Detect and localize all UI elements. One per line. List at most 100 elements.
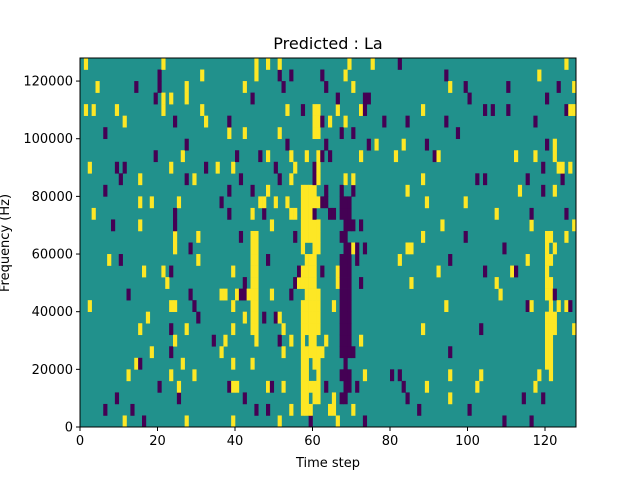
heatmap-cell-high <box>331 403 337 416</box>
heatmap-cell-low <box>227 115 232 128</box>
heatmap-cell-low <box>339 311 344 324</box>
heatmap-cell-high <box>173 334 178 347</box>
heatmap-cell-low <box>405 392 410 405</box>
heatmap-cell-low <box>343 323 348 336</box>
heatmap-cell-high <box>397 254 402 266</box>
heatmap-cell-high <box>165 277 170 289</box>
heatmap-cell-high <box>149 346 154 359</box>
heatmap-cell-high <box>308 300 313 312</box>
heatmap-cell-low <box>157 69 162 82</box>
heatmap-cell-low <box>362 104 368 116</box>
heatmap-cell-low <box>444 115 449 128</box>
heatmap-cell-high <box>320 346 325 359</box>
heatmap-cell-high <box>374 138 379 151</box>
heatmap-cell-high <box>312 346 317 359</box>
heatmap-cell-high <box>304 277 309 289</box>
heatmap-cell-low <box>382 115 387 128</box>
heatmap-cell-high <box>266 184 271 197</box>
heatmap-cell-high <box>254 277 259 289</box>
heatmap-cell-high <box>548 300 554 312</box>
heatmap-cell-high <box>545 265 550 278</box>
heatmap-cell-low <box>343 230 348 243</box>
y-tick-label: 120000 <box>23 75 73 90</box>
heatmap-cell-high <box>316 115 321 128</box>
heatmap-cell-low <box>111 219 116 232</box>
heatmap-cell-high <box>308 346 313 359</box>
heatmap-cell-high <box>421 230 426 243</box>
heatmap-cell-low <box>366 138 371 151</box>
heatmap-cell-high <box>572 219 577 232</box>
y-tick-label: 60000 <box>32 248 73 263</box>
heatmap-cell-high <box>564 230 569 243</box>
heatmap-cell-high <box>289 150 294 163</box>
heatmap-cell-low <box>118 254 123 266</box>
heatmap-cell-high <box>316 104 321 116</box>
heatmap-cell-high <box>250 277 255 289</box>
heatmap-cell-low <box>347 207 352 220</box>
heatmap-cell-low <box>277 334 282 347</box>
heatmap-cell-high <box>552 138 557 151</box>
heatmap-cell-low <box>525 300 530 312</box>
heatmap-cell-high <box>91 207 96 220</box>
heatmap-cell-high <box>250 311 255 324</box>
heatmap-cell-low <box>235 150 240 163</box>
heatmap-cell-low <box>176 392 182 405</box>
heatmap-cell-high <box>351 403 356 416</box>
heatmap-cell-high <box>297 277 302 289</box>
heatmap-cell-low <box>417 403 422 416</box>
heatmap-cell-low <box>552 288 557 301</box>
heatmap-cell-low <box>397 58 402 70</box>
heatmap-cell-low <box>343 219 348 232</box>
heatmap-cell-high <box>494 207 499 220</box>
heatmap-cell-low <box>339 392 344 405</box>
heatmap-cell-high <box>359 150 364 163</box>
heatmap-cell-high <box>312 392 317 405</box>
heatmap-cell-high <box>308 380 313 393</box>
heatmap-cell-low <box>362 415 368 428</box>
heatmap-cells <box>80 58 577 428</box>
heatmap-cell-high <box>312 265 317 278</box>
heatmap-cell-low <box>467 403 472 416</box>
heatmap-cell-high <box>227 127 232 140</box>
heatmap-cell-low <box>401 380 406 393</box>
heatmap-cell-low <box>320 150 325 163</box>
x-tick-label: 0 <box>76 434 84 449</box>
heatmap-cell-high <box>312 300 317 312</box>
heatmap-cell-high <box>331 392 337 405</box>
heatmap-cell-high <box>138 219 143 232</box>
heatmap-cell-high <box>83 104 89 116</box>
heatmap-cell-high <box>552 184 557 197</box>
heatmap-cell-high <box>300 207 306 220</box>
heatmap-cell-high <box>235 380 240 393</box>
heatmap-cell-high <box>448 81 453 93</box>
heatmap-cell-low <box>483 265 488 278</box>
heatmap-cell-high <box>304 346 309 359</box>
heatmap-cell-high <box>328 115 333 128</box>
heatmap-cell-low <box>173 115 178 128</box>
heatmap-cell-high <box>173 230 178 243</box>
heatmap-cell-high <box>304 403 309 416</box>
heatmap-cell-low <box>347 265 352 278</box>
heatmap-cell-high <box>359 104 364 116</box>
heatmap-cell-low <box>529 415 534 428</box>
heatmap-cell-high <box>200 104 205 116</box>
heatmap-cell-high <box>308 184 313 197</box>
x-axis-label: Time step <box>295 456 360 471</box>
heatmap-cell-low <box>343 311 348 324</box>
heatmap-cell-low <box>347 300 352 312</box>
heatmap-cell-low <box>343 207 348 220</box>
heatmap-cell-high <box>250 357 255 370</box>
heatmap-cell-low <box>502 415 507 428</box>
heatmap-cell-low <box>556 81 561 93</box>
heatmap-cell-low <box>560 173 565 186</box>
heatmap-cell-high <box>138 323 143 336</box>
heatmap-cell-low <box>568 300 573 312</box>
heatmap-cell-high <box>572 323 577 336</box>
heatmap-cell-low <box>541 184 546 197</box>
heatmap-cell-high <box>545 242 550 255</box>
heatmap-cell-high <box>246 288 251 301</box>
heatmap-cell-high <box>316 288 321 301</box>
heatmap-cell-low <box>347 196 352 209</box>
heatmap-cell-high <box>316 127 321 140</box>
heatmap-cell-low <box>273 311 278 324</box>
